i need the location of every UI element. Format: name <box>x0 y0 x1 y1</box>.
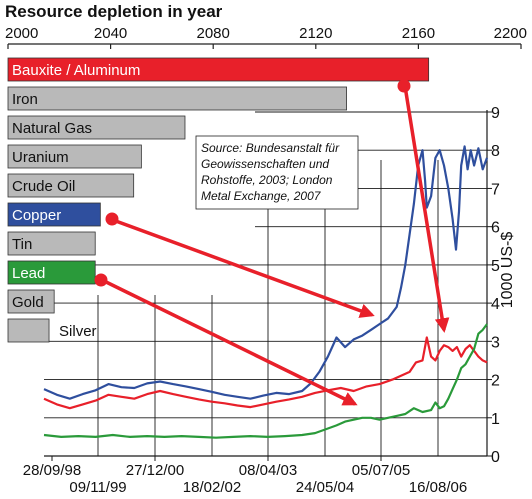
price-chart-grid <box>44 110 488 457</box>
price-y-tick-label: 6 <box>491 220 500 237</box>
price-y-axis: 0 1 2 3 4 5 6 7 8 9 <box>487 105 500 466</box>
copper-arrow <box>112 218 375 318</box>
source-line-3: Rohstoffe, 2003; London <box>201 173 333 187</box>
price-y-tick-label: 3 <box>491 334 500 351</box>
source-line-2: Geowissenschaften und <box>201 157 329 171</box>
depletion-bar-label: Uranium <box>12 149 69 166</box>
price-chart-series <box>43 145 489 439</box>
date-tick-label: 27/12/00 <box>126 462 184 479</box>
price-y-tick-label: 1 <box>491 411 500 428</box>
aluminum-arrow-dot <box>397 79 411 93</box>
depletion-bar-label: Iron <box>12 91 38 108</box>
lead-arrow <box>101 278 358 406</box>
date-tick-label: 28/09/98 <box>23 462 81 479</box>
date-tick-label: 18/02/02 <box>183 479 241 496</box>
depletion-bar <box>7 318 50 343</box>
copper-arrow-dot <box>105 212 119 226</box>
aluminum-arrow <box>403 85 450 333</box>
depletion-bar-label: Gold <box>12 294 44 311</box>
connector-arrows <box>94 79 450 406</box>
depletion-bar <box>7 173 135 198</box>
depletion-bar-label: Crude Oil <box>12 178 75 195</box>
date-tick-label: 24/05/04 <box>296 479 354 496</box>
price-y-axis-label: 1000 US-$ <box>499 232 516 309</box>
price-y-tick-label: 2 <box>491 373 500 390</box>
date-tick-label: 05/07/05 <box>352 462 410 479</box>
chart-title: Resource depletion in year <box>5 2 223 21</box>
depletion-bar <box>7 144 142 169</box>
depletion-bar <box>7 289 55 314</box>
top-axis-tick-label: 2200 <box>494 25 527 42</box>
date-x-axis: 28/09/98 27/12/00 08/04/03 05/07/05 09/11/99… <box>23 456 467 496</box>
depletion-bar <box>7 115 186 140</box>
date-tick-label: 08/04/03 <box>239 462 297 479</box>
copper-price-line <box>43 145 489 400</box>
depletion-bar <box>7 260 96 285</box>
date-tick-label: 09/11/99 <box>69 479 126 496</box>
price-y-tick-label: 5 <box>491 258 500 275</box>
price-y-tick-label: 7 <box>491 181 500 198</box>
depletion-bar <box>7 86 347 111</box>
top-axis-ticks: 2000 2040 2080 2120 2160 2200 <box>5 25 527 49</box>
aluminum-price-line <box>43 336 488 410</box>
lead-price-line <box>43 323 488 439</box>
top-axis-tick-label: 2040 <box>94 25 127 42</box>
depletion-bar-label: Copper <box>12 207 61 224</box>
top-axis-tick-label: 2160 <box>402 25 435 42</box>
price-y-tick-label: 4 <box>491 296 500 313</box>
lead-arrow-dot <box>94 273 108 287</box>
depletion-bar <box>7 57 430 82</box>
source-line-1: Source: Bundesanstalt für <box>201 141 340 155</box>
depletion-bar <box>7 202 101 227</box>
depletion-bars: Bauxite / Aluminum Iron Natural Gas Uranium… <box>7 57 430 343</box>
depletion-bar-label: Tin <box>12 236 32 253</box>
top-axis-tick-label: 2120 <box>299 25 332 42</box>
depletion-bar-label: Silver <box>59 323 97 340</box>
date-tick-label: 16/08/06 <box>409 479 467 496</box>
source-line-4: Metal Exchange, 2007 <box>201 189 322 203</box>
top-axis-tick-label: 2000 <box>5 25 38 42</box>
source-box <box>195 135 359 210</box>
price-y-tick-label: 9 <box>491 105 500 122</box>
top-axis-tick-label: 2080 <box>197 25 230 42</box>
depletion-bar-label: Bauxite / Aluminum <box>12 62 140 79</box>
depletion-bar <box>7 231 96 256</box>
depletion-bar-label: Lead <box>12 265 45 282</box>
price-y-tick-label: 0 <box>491 449 500 466</box>
depletion-bar-label: Natural Gas <box>12 120 92 137</box>
price-y-tick-label: 8 <box>491 143 500 160</box>
source-note: Source: Bundesanstalt für Geowissenschaf… <box>195 135 359 210</box>
